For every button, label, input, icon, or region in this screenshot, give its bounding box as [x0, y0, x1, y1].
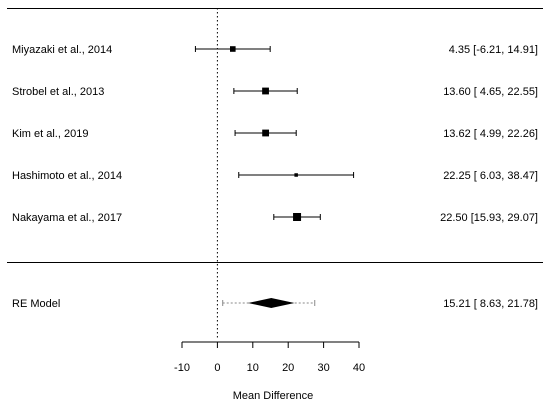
study-label: Hashimoto et al., 2014 [12, 170, 122, 182]
study-label: Strobel et al., 2013 [12, 86, 104, 98]
point-estimate [294, 173, 298, 177]
tick-label: 30 [317, 362, 329, 374]
study-rows: Miyazaki et al., 2014 4.35 [-6.21, 14.91]… [12, 44, 538, 224]
tick-label: 40 [353, 362, 365, 374]
study-label: Kim et al., 2019 [12, 128, 88, 140]
point-estimate [262, 129, 270, 137]
summary-diamond [247, 298, 295, 308]
tick-label: 0 [214, 362, 220, 374]
summary-row: RE Model 15.21 [ 8.63, 21.78] [12, 298, 538, 310]
summary-label: RE Model [12, 298, 60, 310]
estimate-text: 13.62 [ 4.99, 22.26] [443, 128, 538, 140]
estimate-text: 22.25 [ 6.03, 38.47] [443, 170, 538, 182]
estimate-text: 22.50 [15.93, 29.07] [440, 212, 538, 224]
tick-label: 10 [247, 362, 259, 374]
x-axis: -10 0 10 20 30 40 [174, 341, 365, 374]
tick-label: 20 [282, 362, 294, 374]
study-label: Nakayama et al., 2017 [12, 212, 122, 224]
study-label: Miyazaki et al., 2014 [12, 44, 112, 56]
x-axis-label: Mean Difference [233, 390, 314, 402]
point-estimate [262, 87, 269, 95]
estimate-text: 4.35 [-6.21, 14.91] [449, 44, 538, 56]
point-estimate [229, 46, 236, 52]
point-estimate [293, 213, 302, 221]
summary-estimate-text: 15.21 [ 8.63, 21.78] [443, 298, 538, 310]
tick-label: -10 [174, 362, 190, 374]
estimate-text: 13.60 [ 4.65, 22.55] [443, 86, 538, 98]
